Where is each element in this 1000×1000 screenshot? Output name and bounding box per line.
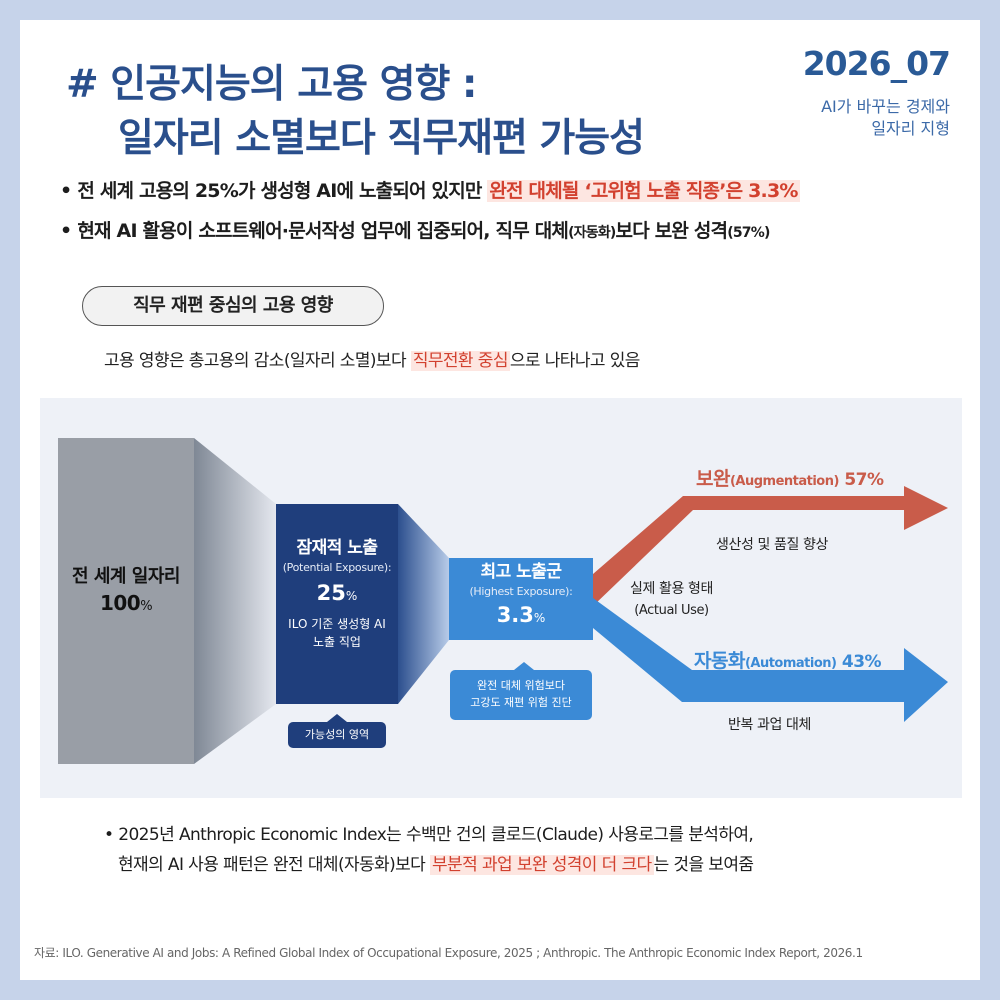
highest-value-wrap: 3.3% xyxy=(449,602,593,631)
conclusion-suffix: 는 것을 보여줌 xyxy=(653,855,754,875)
bullet-2-text-b: 보다 보완 성격 xyxy=(615,220,729,242)
series-line-2: 일자리 지형 xyxy=(871,119,950,138)
issue-date: 2026_07 xyxy=(802,44,951,83)
potential-callout-pointer xyxy=(327,714,347,722)
source-citation: 자료: ILO. Generative AI and Jobs: A Refin… xyxy=(34,946,863,960)
highest-exposure-label: 최고 노출군 (Highest Exposure): 3.3% xyxy=(449,562,593,631)
highest-callout-pointer xyxy=(514,662,534,670)
automation-arrow xyxy=(593,598,948,722)
conclusion-highlight: 부분적 과업 보완 성격이 더 크다 xyxy=(430,855,654,875)
potential-value-wrap: 25% xyxy=(276,580,398,609)
potential-value: 25 xyxy=(316,581,346,605)
potential-sub: (Potential Exposure): xyxy=(282,561,392,574)
potential-exposure-box xyxy=(276,504,398,704)
bullet-2-text-a: 현재 AI 활용이 소프트웨어·문서작성 업무에 집중되어, 직무 대체 xyxy=(77,220,569,242)
automation-description: 반복 과업 대체 xyxy=(728,717,811,733)
augmentation-label: 보완(Augmentation) 57% xyxy=(696,464,884,491)
augmentation-description: 생산성 및 품질 향상 xyxy=(716,537,828,553)
exposure-diagram: 전 세계 일자리 100% 잠재적 노출 (Potential Exposure… xyxy=(40,398,962,798)
bullet-dot: • xyxy=(60,180,72,202)
potential-callout: 가능성의 영역 xyxy=(288,722,386,748)
highest-callout: 완전 대체 위험보다 고강도 재편 위험 진단 xyxy=(450,670,592,720)
infographic-card: # 인공지능의 고용 영향 : 일자리 소멸보다 직무재편 가능성 2026_0… xyxy=(20,20,980,980)
total-jobs-box xyxy=(58,438,194,764)
potential-note-2: 노출 직업 xyxy=(313,635,361,649)
title-line-2: 일자리 소멸보다 직무재편 가능성 xyxy=(118,116,645,161)
title-line-1: # 인공지능의 고용 영향 : xyxy=(66,62,478,107)
conclusion-line-1-text: 2025년 Anthropic Economic Index는 수백만 건의 클… xyxy=(118,825,754,845)
actual-use-line-1: 실제 활용 형태 xyxy=(630,581,713,597)
total-jobs-label: 전 세계 일자리 100% xyxy=(58,564,194,620)
total-jobs-value-wrap: 100% xyxy=(58,590,194,620)
total-jobs-title: 전 세계 일자리 xyxy=(72,566,180,587)
potential-exposure-label: 잠재적 노출 (Potential Exposure): 25% ILO 기준 … xyxy=(276,538,398,651)
conclusion-text: • 2025년 Anthropic Economic Index는 수백만 건의… xyxy=(104,820,754,880)
bullet-1-text: 전 세계 고용의 25%가 생성형 AI에 노출되어 있지만 xyxy=(77,180,488,202)
bullet-1-highlight: 완전 대체될 ‘고위험 노출 직종’은 3.3% xyxy=(487,180,800,202)
funnel-potential-to-highest xyxy=(398,504,449,704)
desc-suffix: 으로 나타나고 있음 xyxy=(509,351,641,371)
conclusion-line-2: 현재의 AI 사용 패턴은 완전 대체(자동화)보다 부분적 과업 보완 성격이… xyxy=(104,850,754,880)
bullet-2: • 현재 AI 활용이 소프트웨어·문서작성 업무에 집중되어, 직무 대체(자동… xyxy=(60,216,770,243)
augmentation-en: (Augmentation) xyxy=(729,474,839,489)
series-line-1: AI가 바꾸는 경제와 xyxy=(821,97,950,116)
highest-title: 최고 노출군 xyxy=(480,562,562,582)
total-jobs-value: 100 xyxy=(99,591,141,615)
total-jobs-unit: % xyxy=(140,599,153,614)
highest-callout-line-2: 고강도 재편 위험 진단 xyxy=(470,696,572,709)
bullet-2-small-1: (자동화) xyxy=(568,225,616,241)
desc-highlight: 직무전환 중심 xyxy=(410,351,510,371)
augmentation-arrow xyxy=(593,486,948,606)
desc-prefix: 고용 영향은 총고용의 감소(일자리 소멸)보다 xyxy=(104,351,411,371)
bullet-1: • 전 세계 고용의 25%가 생성형 AI에 노출되어 있지만 완전 대체될 ‘… xyxy=(60,176,800,203)
potential-unit: % xyxy=(345,589,358,603)
bullet-2-small-2: (57%) xyxy=(727,225,770,241)
diagram-graphics xyxy=(58,438,948,764)
funnel-total-to-potential xyxy=(194,438,276,764)
potential-note-1: ILO 기준 생성형 AI xyxy=(288,617,386,631)
conclusion-prefix: 현재의 AI 사용 패턴은 완전 대체(자동화)보다 xyxy=(118,855,431,875)
section-pill: 직무 재편 중심의 고용 영향 xyxy=(82,286,384,326)
automation-pct: 43% xyxy=(836,652,882,672)
series-label: AI가 바꾸는 경제와 일자리 지형 xyxy=(821,96,950,140)
conclusion-line-1: • 2025년 Anthropic Economic Index는 수백만 건의… xyxy=(104,820,754,850)
highest-sub: (Highest Exposure): xyxy=(469,585,573,598)
automation-label: 자동화(Automation) 43% xyxy=(694,646,882,673)
automation-en: (Automation) xyxy=(744,656,837,671)
bullet-dot: • xyxy=(104,825,119,845)
highest-exposure-box xyxy=(449,558,593,640)
actual-use-label: 실제 활용 형태 (Actual Use) xyxy=(630,578,713,622)
augmentation-pct: 57% xyxy=(838,470,884,490)
actual-use-line-2: (Actual Use) xyxy=(634,603,709,618)
augmentation-main: 보완 xyxy=(696,468,730,490)
highest-callout-line-1: 완전 대체 위험보다 xyxy=(477,679,565,692)
bullet-dot: • xyxy=(60,220,72,242)
section-description: 고용 영향은 총고용의 감소(일자리 소멸)보다 직무전환 중심 으로 나타나고 … xyxy=(104,346,640,371)
highest-unit: % xyxy=(533,611,546,625)
automation-main: 자동화 xyxy=(694,650,745,672)
highest-value: 3.3 xyxy=(496,603,534,627)
page-title: # 인공지능의 고용 영향 : 일자리 소멸보다 직무재편 가능성 xyxy=(66,58,645,166)
potential-title: 잠재적 노출 xyxy=(296,538,378,558)
